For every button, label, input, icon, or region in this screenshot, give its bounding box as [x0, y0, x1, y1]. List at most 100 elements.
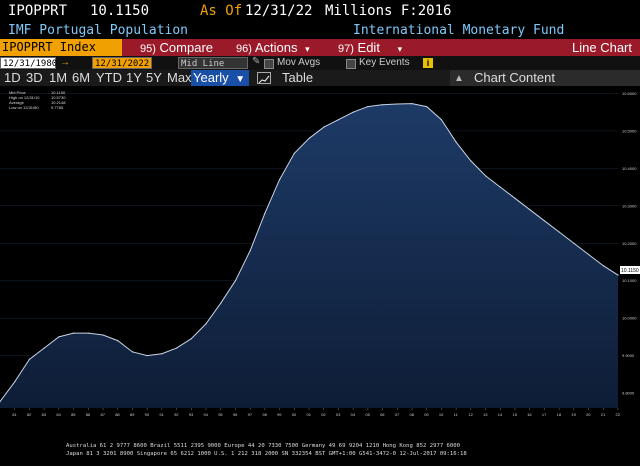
data-point: [234, 280, 237, 282]
data-point: [0, 401, 1, 403]
data-point: [72, 332, 75, 334]
chart-area[interactable]: 9.8000 9.9000 10.0000 10.1000 10.2000 10.3000…: [0, 86, 640, 461]
edit-button[interactable]: 97) Edit ▾: [338, 39, 402, 56]
legend-value-4: 9.7765: [51, 105, 64, 110]
data-point: [529, 208, 531, 211]
data-point: [175, 347, 178, 349]
edit-number: 97): [338, 43, 354, 55]
x-tick-label: 93: [189, 412, 194, 417]
compare-number: 95): [140, 43, 156, 55]
data-point: [190, 338, 192, 340]
line-chart-icon[interactable]: [257, 72, 271, 84]
security-field[interactable]: IPOPPRT Index: [0, 39, 122, 56]
source-name: International Monetary Fund: [353, 23, 565, 38]
key-events-label: Key Events: [359, 57, 410, 68]
y-tick-label: 10.2000: [622, 241, 637, 246]
period-3d[interactable]: 3D: [26, 70, 43, 85]
x-tick-label: 08: [410, 412, 415, 417]
key-events-checkbox[interactable]: [346, 59, 356, 69]
x-tick-label: 94: [204, 412, 209, 417]
x-tick-label: 92: [174, 412, 179, 417]
x-tick-label: 04: [351, 412, 356, 417]
x-axis-layer: 81 82 83 84 85 86 87 88 89 90 91 92 93 94 95 96 97 98 99 00…: [12, 408, 621, 417]
period-1d[interactable]: 1D: [4, 70, 21, 85]
legend-value-1: 10.1150: [51, 90, 66, 95]
x-tick-label: 89: [130, 412, 135, 417]
footer: Australia 61 2 9777 8600 Brazil 5511 239…: [0, 441, 640, 461]
x-tick-label: 86: [86, 412, 91, 417]
legend-line-3: Average: [9, 100, 25, 105]
period-6m[interactable]: 6M: [72, 70, 91, 85]
period-row: 1D 3D 1M 6M YTD 1Y 5Y Max Yearly ▼ Table…: [0, 70, 640, 86]
x-tick-label: 88: [115, 412, 120, 417]
legend-value-3: 10.2148: [51, 100, 66, 105]
data-point: [249, 250, 251, 252]
mov-avgs-checkbox[interactable]: [264, 59, 274, 69]
frequency-select[interactable]: Yearly ▼: [191, 70, 249, 86]
period-1m[interactable]: 1M: [49, 70, 68, 85]
legend-value-2: 10.5730: [51, 95, 66, 100]
data-point: [602, 265, 604, 267]
x-tick-label: 19: [571, 412, 576, 417]
period-1y[interactable]: 1Y: [126, 70, 142, 85]
y-tick-label: 10.5000: [622, 128, 637, 133]
series-area: [0, 103, 618, 409]
x-tick-label: 11: [454, 412, 459, 417]
x-tick-label: 97: [248, 412, 253, 417]
title-row: IPOPPRT 10.1150 As Of 12/31/22 Millions …: [0, 0, 640, 22]
chart-content-label: Chart Content: [474, 70, 555, 85]
data-point: [411, 102, 413, 105]
info-icon[interactable]: i: [423, 58, 433, 68]
chart-settings-icon: ▲: [454, 73, 464, 84]
chevron-down-icon: ▾: [397, 44, 403, 54]
actions-label: Actions: [254, 40, 298, 55]
data-point: [484, 175, 487, 177]
data-point: [205, 323, 207, 325]
end-date-input[interactable]: 12/31/2022: [92, 57, 152, 69]
table-button[interactable]: Table: [282, 70, 314, 85]
x-tick-label: 09: [424, 412, 429, 417]
data-point: [558, 231, 560, 233]
arrow-right-icon: →: [60, 57, 70, 68]
x-tick-label: 07: [395, 412, 400, 417]
y-tick-label: 10.4000: [622, 166, 637, 171]
x-tick-label: 95: [218, 412, 223, 417]
x-tick-label: 01: [307, 412, 312, 417]
data-point: [367, 105, 369, 108]
line-type-select[interactable]: Mid Line: [178, 57, 248, 69]
mov-avgs-label: Mov Avgs: [277, 57, 321, 68]
x-tick-label: 96: [233, 412, 238, 417]
compare-button[interactable]: 95) Compare: [140, 39, 213, 56]
period-max[interactable]: Max: [167, 70, 192, 85]
edit-label: Edit: [357, 40, 380, 55]
chart-content-button[interactable]: ▲ Chart Content: [450, 70, 640, 86]
legend-line-2: High on 12/31/10: [9, 95, 40, 100]
legend-line-1: Mid Price: [9, 90, 26, 95]
legend: Mid Price High on 12/31/10 Average Low o…: [9, 90, 66, 110]
period-5y[interactable]: 5Y: [146, 70, 162, 85]
data-point: [43, 347, 45, 349]
current-value-text: 10.1150: [621, 268, 639, 274]
compare-label: Compare: [159, 40, 213, 55]
data-point: [161, 353, 163, 355]
start-date-input[interactable]: 12/31/1980: [0, 57, 57, 69]
y-axis-layer: 9.8000 9.9000 10.0000 10.1000 10.2000 10.3000…: [622, 91, 637, 396]
data-point: [352, 111, 354, 113]
data-point: [308, 137, 310, 140]
actions-button[interactable]: 96) Actions ▾: [236, 39, 310, 56]
x-tick-label: 13: [483, 412, 488, 417]
data-point: [131, 351, 134, 353]
x-tick-label: 81: [12, 412, 17, 417]
x-tick-label: 03: [336, 412, 341, 417]
x-tick-label: 85: [71, 412, 76, 417]
x-tick-label: 90: [145, 412, 150, 417]
pencil-icon[interactable]: ✎: [252, 56, 261, 67]
x-tick-label: 87: [101, 412, 106, 417]
period-ytd[interactable]: YTD: [96, 70, 122, 85]
data-point: [617, 274, 619, 276]
series-name: IMF Portugal Population: [8, 23, 189, 38]
data-point: [220, 302, 222, 304]
y-tick-label: 10.0000: [622, 316, 637, 321]
x-tick-label: 12: [468, 412, 473, 417]
x-tick-label: 00: [292, 412, 297, 417]
